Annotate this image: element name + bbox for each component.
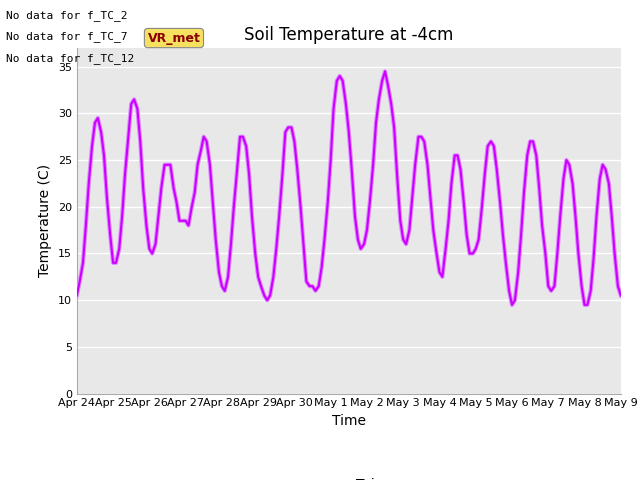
Text: No data for f_TC_12: No data for f_TC_12 [6,53,134,64]
Text: No data for f_TC_7: No data for f_TC_7 [6,31,128,42]
Text: VR_met: VR_met [147,32,200,45]
Y-axis label: Temperature (C): Temperature (C) [38,164,52,277]
X-axis label: Time: Time [332,414,366,428]
Text: No data for f_TC_2: No data for f_TC_2 [6,10,128,21]
Legend: Tair: Tair [312,472,386,480]
Title: Soil Temperature at -4cm: Soil Temperature at -4cm [244,25,454,44]
